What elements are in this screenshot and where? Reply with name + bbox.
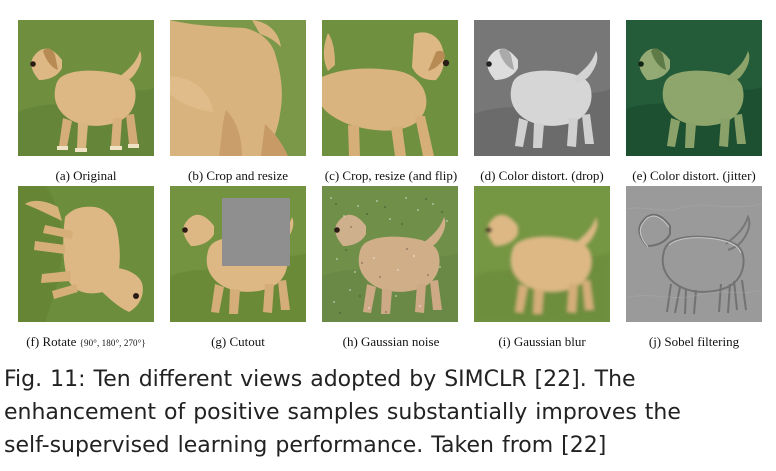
panel-rotate-image (18, 186, 154, 322)
dog-photo-flip (322, 20, 458, 156)
panel-label-crop: (b) Crop and resize (188, 168, 288, 183)
dog-photo-grayscale (474, 20, 610, 156)
panel-label-sobel: (j) Sobel filtering (648, 334, 740, 349)
panel-blur-image (474, 186, 610, 322)
dog-photo-color-jitter (626, 20, 762, 156)
panel-sobel-image (626, 186, 762, 322)
panel-label-gray: (d) Color distort. (drop) (480, 168, 604, 183)
panel-noise-image (322, 186, 458, 322)
dog-photo-noise (322, 186, 458, 322)
panel-label-rotate-main: (f) Rotate (26, 334, 77, 349)
panel-label-original: (a) Original (55, 168, 117, 183)
panel-label-flip: (c) Crop, resize (and flip) (324, 168, 458, 183)
dog-photo-rotated (18, 186, 154, 322)
panel-crop-image (170, 20, 306, 156)
panel-jitter-image (626, 20, 762, 156)
panel-label-jitter: (e) Color distort. (jitter) (632, 168, 756, 183)
caption-line-2: enhancement of positive samples substant… (4, 400, 681, 425)
panel-cutout-image (170, 186, 306, 322)
panel-label-noise: (h) Gaussian noise (342, 334, 440, 349)
cutout-mask (222, 198, 290, 266)
dog-photo-sobel (626, 186, 762, 322)
figure-caption: Fig. 11: Ten different views adopted by … (4, 363, 774, 462)
dog-photo-original (18, 20, 154, 156)
panel-label-cutout: (g) Cutout (211, 334, 265, 349)
top-crop-artifact (748, 0, 758, 7)
dog-photo-cutout (170, 186, 306, 322)
caption-line-1: Fig. 11: Ten different views adopted by … (4, 367, 636, 392)
panel-label-rotate-angles: {90°, 180°, 270°} (79, 338, 146, 348)
panel-label-rotate: (f) Rotate {90°, 180°, 270°} (6, 334, 166, 351)
panel-original-image (18, 20, 154, 156)
dog-photo-blur (474, 186, 610, 322)
panel-label-blur: (i) Gaussian blur (498, 334, 586, 349)
panel-gray-image (474, 20, 610, 156)
panel-flip-image (322, 20, 458, 156)
dog-photo-crop (170, 20, 306, 156)
caption-line-3: self-supervised learning performance. Ta… (4, 433, 607, 458)
